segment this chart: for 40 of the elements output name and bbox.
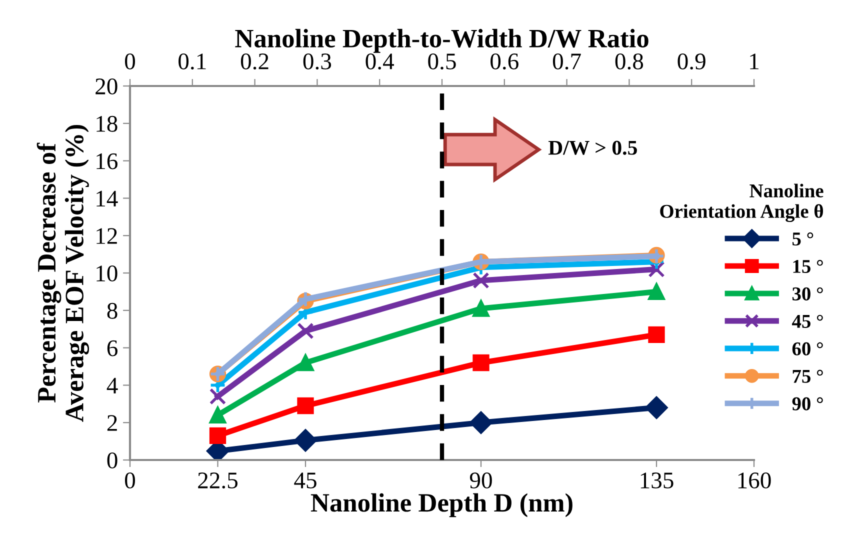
x2-tick-label: 0.2 <box>240 53 268 70</box>
y-tick-label: 16 <box>96 153 118 170</box>
y-axis-title: Percentage Decrease of Average EOF Velocity (%) <box>36 125 90 422</box>
x-tick-label: 45 <box>294 472 316 488</box>
y-tick-label: 8 <box>107 302 118 319</box>
x2-tick-label: 0 <box>124 53 136 70</box>
x2-tick-label: 0.6 <box>490 53 518 70</box>
x2-axis-title: Nanoline Depth-to-Width D/W Ratio <box>235 28 648 53</box>
annotation: D/W > 0.5 <box>548 140 637 155</box>
x-tick-label: 0 <box>124 472 136 488</box>
x2-tick-label: 0.5 <box>428 53 456 70</box>
x2-tick-label: 0.4 <box>366 53 394 70</box>
x2-tick-label: 0.3 <box>303 53 332 70</box>
legend-label: 5 ° <box>792 232 814 246</box>
x2-tick-label: 0.9 <box>678 53 706 70</box>
x-tick-label: 22.5 <box>198 472 238 489</box>
y-tick-label: 12 <box>96 228 117 244</box>
y-tick-label: 0 <box>107 452 118 468</box>
y-tick-label: 10 <box>96 265 118 282</box>
y-tick-label: 6 <box>107 340 118 356</box>
x2-tick-label: 0.7 <box>552 53 581 70</box>
y-tick-label: 2 <box>107 415 117 431</box>
x-tick-label: 135 <box>640 472 674 488</box>
y-tick-label: 20 <box>96 78 118 94</box>
x2-tick-label: 1 <box>750 54 758 70</box>
x-axis-title: Nanoline Depth D (nm) <box>310 493 572 518</box>
x2-tick-label: 0.8 <box>615 53 644 70</box>
y-tick-label: 4 <box>106 378 118 394</box>
y-tick-label: 14 <box>96 190 118 206</box>
x-tick-label: 160 <box>738 472 771 488</box>
x2-tick-label: 0.1 <box>178 53 206 70</box>
legend-label: 60 ° <box>792 342 823 356</box>
legend-label: 45 ° <box>792 314 823 328</box>
legend-title: Nanoline Orientation Angle θ <box>660 184 824 222</box>
legend-label: 30 ° <box>792 287 823 300</box>
legend-label: 15 ° <box>793 260 823 273</box>
y-tick-label: 18 <box>96 116 118 132</box>
x-tick-label: 90 <box>470 472 492 488</box>
legend-label: 90 ° <box>792 397 823 410</box>
legend-label: 75 ° <box>792 370 823 383</box>
